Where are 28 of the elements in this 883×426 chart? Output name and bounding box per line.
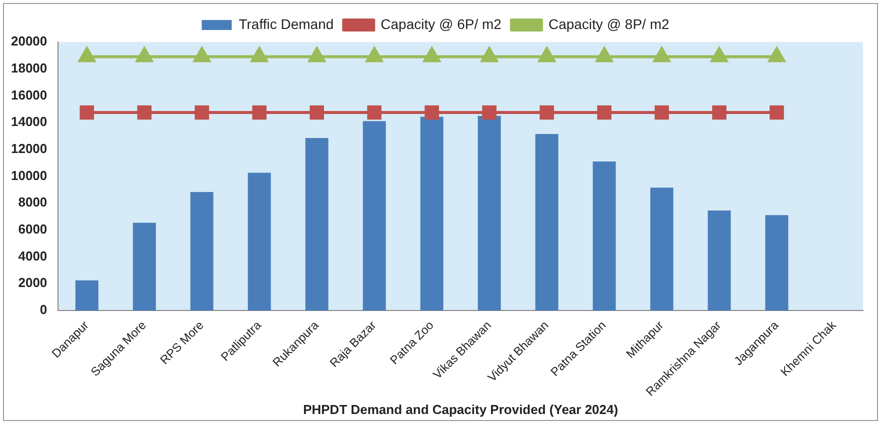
y-tick-label: 14000 bbox=[10, 114, 48, 130]
y-tick-label: 8000 bbox=[18, 194, 48, 210]
bar bbox=[132, 222, 156, 310]
y-tick-label: 2000 bbox=[18, 275, 48, 290]
y-tick-label: 20000 bbox=[10, 34, 48, 49]
x-axis-title: PHPDT Demand and Capacity Provided (Year 2024) bbox=[303, 402, 618, 417]
bar bbox=[592, 161, 616, 310]
legend-label: Capacity @ 8P/ m2 bbox=[548, 16, 670, 32]
bar bbox=[708, 210, 731, 310]
legend-label: Capacity @ 6P/ m2 bbox=[380, 16, 502, 32]
y-tick-label: 10000 bbox=[10, 168, 48, 183]
bar bbox=[248, 172, 271, 310]
y-tick-label: 6000 bbox=[18, 222, 48, 237]
legend-label: Traffic Demand bbox=[238, 16, 334, 32]
bar bbox=[535, 134, 558, 310]
y-tick-label: 18000 bbox=[10, 60, 48, 76]
bar bbox=[650, 188, 674, 310]
y-tick-label: 4000 bbox=[18, 248, 48, 264]
y-tick-label: 16000 bbox=[10, 87, 48, 102]
bar bbox=[765, 215, 788, 310]
bar bbox=[420, 116, 444, 310]
bar bbox=[478, 116, 501, 310]
y-tick-label: 0 bbox=[40, 302, 48, 318]
bar bbox=[305, 138, 328, 310]
bar bbox=[75, 280, 98, 310]
y-tick-label: 12000 bbox=[10, 140, 48, 156]
bar bbox=[190, 192, 214, 310]
bar bbox=[362, 121, 386, 310]
